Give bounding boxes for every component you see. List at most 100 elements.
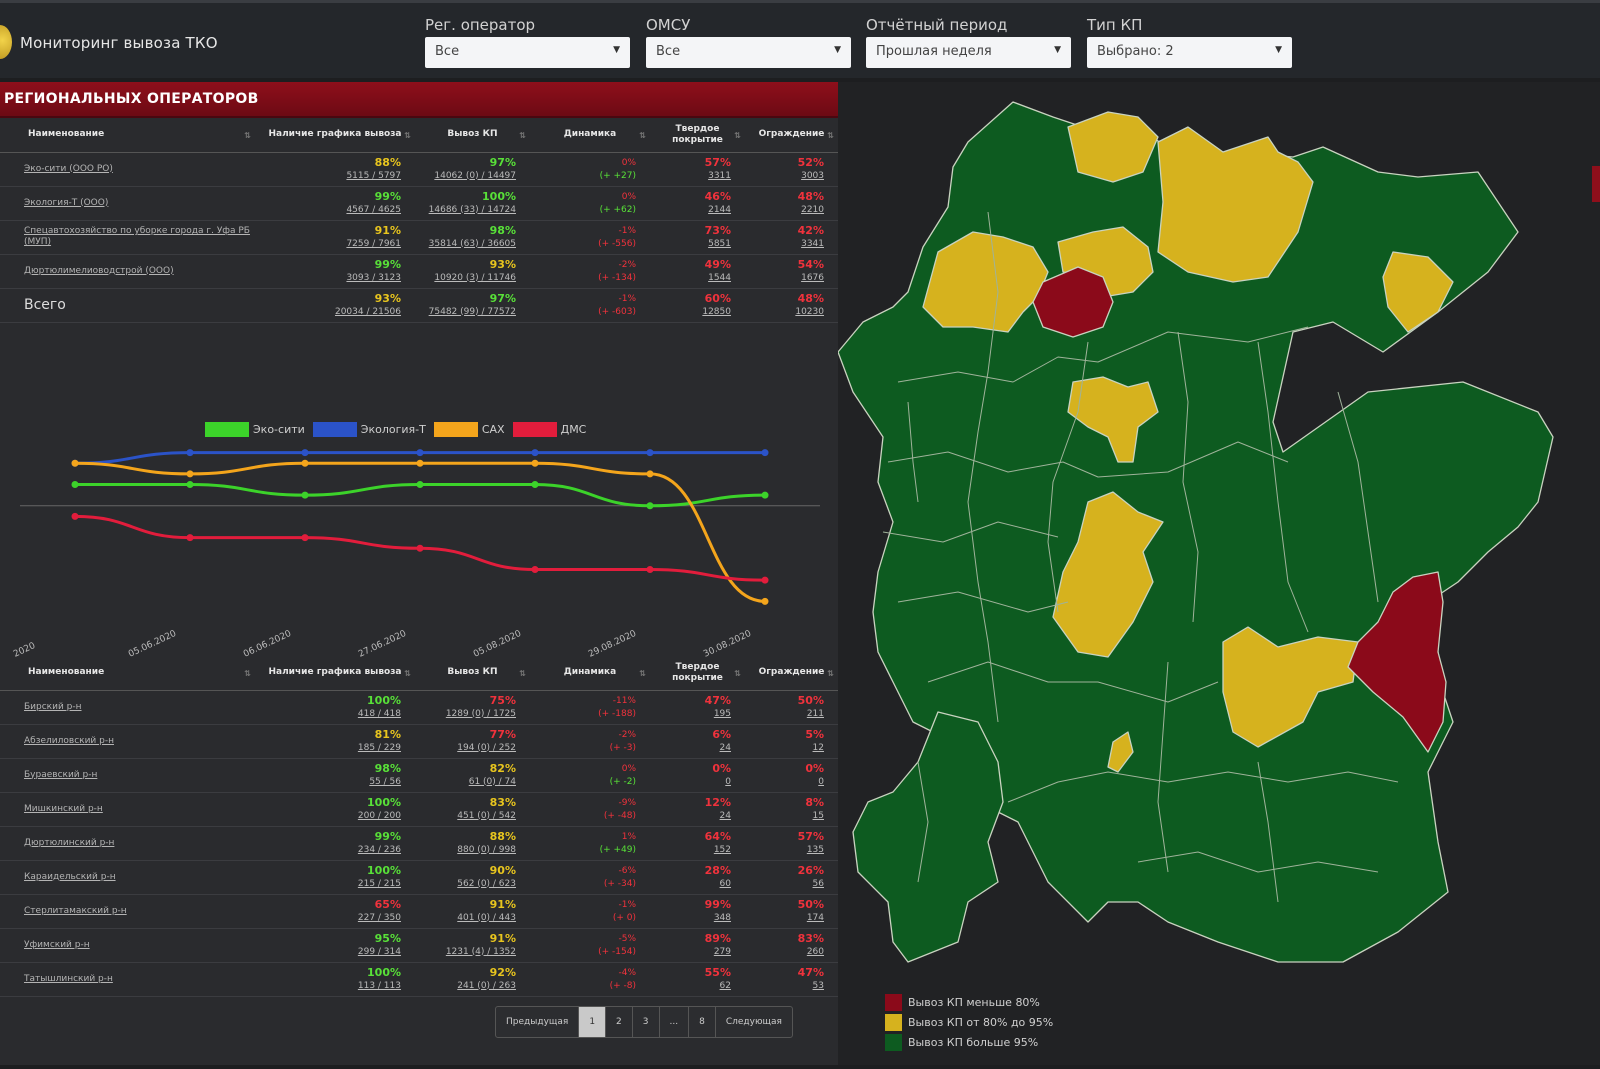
column-header[interactable]: Наличие графика вывоза ⇅	[255, 118, 415, 153]
cell-figure[interactable]: 5851	[708, 238, 731, 249]
cell-figure[interactable]: 194 (0) / 252	[457, 742, 516, 753]
cell-figure[interactable]: 401 (0) / 443	[457, 912, 516, 923]
data-point[interactable]	[531, 459, 539, 467]
cell-figure[interactable]: 0	[725, 776, 731, 787]
cell-figure[interactable]: 0	[818, 776, 824, 787]
page-button[interactable]: 1	[579, 1007, 607, 1037]
data-point[interactable]	[761, 491, 769, 499]
row-name[interactable]: Дюртюлинский р-н	[0, 826, 255, 861]
column-header[interactable]: Вывоз КП ⇅	[415, 118, 530, 153]
cell-figure[interactable]: 61 (0) / 74	[468, 776, 516, 787]
cell-figure[interactable]: 10230	[795, 306, 824, 317]
cell-figure[interactable]: 7259 / 7961	[346, 238, 401, 249]
data-point[interactable]	[71, 481, 79, 488]
kp-type-select[interactable]: Выбрано: 2 ▼	[1087, 37, 1292, 68]
map-region-yellow-6[interactable]	[1067, 376, 1159, 463]
data-point[interactable]	[646, 470, 654, 478]
cell-figure[interactable]: 185 / 229	[357, 742, 401, 753]
cell-figure[interactable]: 35814 (63) / 36605	[428, 238, 516, 249]
cell-figure[interactable]: 211	[806, 708, 824, 719]
cell-figure[interactable]: 14686 (33) / 14724	[428, 204, 516, 215]
page-button[interactable]: 8	[689, 1007, 716, 1037]
column-header[interactable]: Твердое покрытие ⇅	[650, 656, 745, 691]
data-point[interactable]	[416, 544, 424, 552]
sort-icon[interactable]: ⇅	[639, 669, 646, 678]
table-row[interactable]: Эко-сити (ООО РО) 88% 5115 / 5797 97% 14062 …	[0, 152, 838, 187]
page-button[interactable]: ...	[660, 1007, 690, 1037]
cell-figure[interactable]: 62	[719, 980, 731, 991]
cell-figure[interactable]: 279	[713, 946, 731, 957]
cell-figure[interactable]: 3003	[801, 170, 824, 181]
table-row[interactable]: Мишкинский р-н 100% 200 / 200 83% 451 (0) / …	[0, 792, 838, 827]
map-region-yellow-9[interactable]	[1107, 731, 1134, 773]
cell-figure[interactable]: 10920 (3) / 11746	[434, 272, 516, 283]
table-row[interactable]: Спецавтохозяйство по уборке города г. Уф…	[0, 220, 838, 255]
cell-figure[interactable]: 1544	[708, 272, 731, 283]
cell-figure[interactable]: (+ -34)	[603, 878, 636, 889]
cell-figure[interactable]: 1289 (0) / 1725	[445, 708, 516, 719]
data-point[interactable]	[646, 566, 654, 573]
cell-figure[interactable]: 299 / 314	[357, 946, 401, 957]
data-point[interactable]	[531, 481, 539, 488]
sort-icon[interactable]: ⇅	[244, 669, 251, 678]
data-point[interactable]	[531, 449, 539, 457]
table-row[interactable]: Абзелиловский р-н 81% 185 / 229 77% 194 (0) …	[0, 724, 838, 759]
row-name[interactable]: Уфимский р-н	[0, 928, 255, 963]
data-point[interactable]	[761, 449, 769, 457]
cell-figure[interactable]: (+ -188)	[598, 708, 636, 719]
column-header[interactable]: Наличие графика вывоза ⇅	[255, 656, 415, 691]
column-header[interactable]: Твердое покрытие ⇅	[650, 118, 745, 153]
cell-figure[interactable]: 215 / 215	[357, 878, 401, 889]
table-row[interactable]: Дюртюлинский р-н 99% 234 / 236 88% 880 (0) /…	[0, 826, 838, 861]
cell-figure[interactable]: 14062 (0) / 14497	[434, 170, 516, 181]
row-name[interactable]: Спецавтохозяйство по уборке города г. Уф…	[0, 220, 255, 255]
cell-figure[interactable]: 5115 / 5797	[346, 170, 401, 181]
cell-figure[interactable]: (+ 0)	[612, 912, 636, 923]
data-point[interactable]	[301, 491, 309, 499]
legend-item[interactable]: Эко-сити	[205, 422, 305, 437]
table-row[interactable]: Бирский р-н 100% 418 / 418 75% 1289 (0) / 17…	[0, 690, 838, 725]
data-point[interactable]	[186, 449, 194, 457]
cell-figure[interactable]: 1231 (4) / 1352	[445, 946, 516, 957]
cell-figure[interactable]: 348	[713, 912, 731, 923]
cell-figure[interactable]: 152	[713, 844, 731, 855]
data-point[interactable]	[301, 449, 309, 457]
sort-icon[interactable]: ⇅	[734, 131, 741, 140]
cell-figure[interactable]: 2210	[801, 204, 824, 215]
cell-figure[interactable]: 234 / 236	[357, 844, 401, 855]
column-header[interactable]: Ограждение ⇅	[745, 656, 838, 691]
sort-icon[interactable]: ⇅	[639, 131, 646, 140]
column-header[interactable]: Наименование ⇅	[0, 118, 255, 153]
sort-icon[interactable]: ⇅	[519, 131, 526, 140]
table-row[interactable]: Караидельский р-н 100% 215 / 215 90% 562 (0)…	[0, 860, 838, 895]
cell-figure[interactable]: 880 (0) / 998	[457, 844, 516, 855]
data-point[interactable]	[416, 459, 424, 467]
data-point[interactable]	[646, 449, 654, 457]
row-name[interactable]: Дюртюлимелиоводстрой (ООО)	[0, 254, 255, 289]
column-header[interactable]: Вывоз КП ⇅	[415, 656, 530, 691]
map-region-red-2[interactable]	[1347, 571, 1447, 753]
cell-figure[interactable]: 3341	[801, 238, 824, 249]
cell-figure[interactable]: 75482 (99) / 77572	[428, 306, 516, 317]
cell-figure[interactable]: 56	[812, 878, 824, 889]
row-name[interactable]: Мишкинский р-н	[0, 792, 255, 827]
cell-figure[interactable]: 24	[719, 742, 731, 753]
cell-figure[interactable]: (+ -8)	[609, 980, 636, 991]
map-region-yellow-2[interactable]	[1157, 126, 1314, 283]
row-name[interactable]: Татышлинский р-н	[0, 962, 255, 997]
cell-figure[interactable]: 174	[806, 912, 824, 923]
cell-figure[interactable]: 12	[812, 742, 824, 753]
map-region-yellow-1[interactable]	[1067, 111, 1159, 183]
omsu-select[interactable]: Все ▼	[646, 37, 851, 68]
map-region-green-south[interactable]	[852, 711, 1004, 963]
cell-figure[interactable]: 195	[713, 708, 731, 719]
sort-icon[interactable]: ⇅	[734, 669, 741, 678]
sort-icon[interactable]: ⇅	[827, 669, 834, 678]
row-name[interactable]: Стерлитамакский р-н	[0, 894, 255, 929]
row-name[interactable]: Караидельский р-н	[0, 860, 255, 895]
prev-page-button[interactable]: Предыдущая	[496, 1007, 580, 1037]
data-point[interactable]	[301, 534, 309, 542]
table-row[interactable]: Стерлитамакский р-н 65% 227 / 350 91% 401 (0…	[0, 894, 838, 929]
legend-item[interactable]: САХ	[433, 422, 505, 437]
cell-figure[interactable]: 24	[719, 810, 731, 821]
